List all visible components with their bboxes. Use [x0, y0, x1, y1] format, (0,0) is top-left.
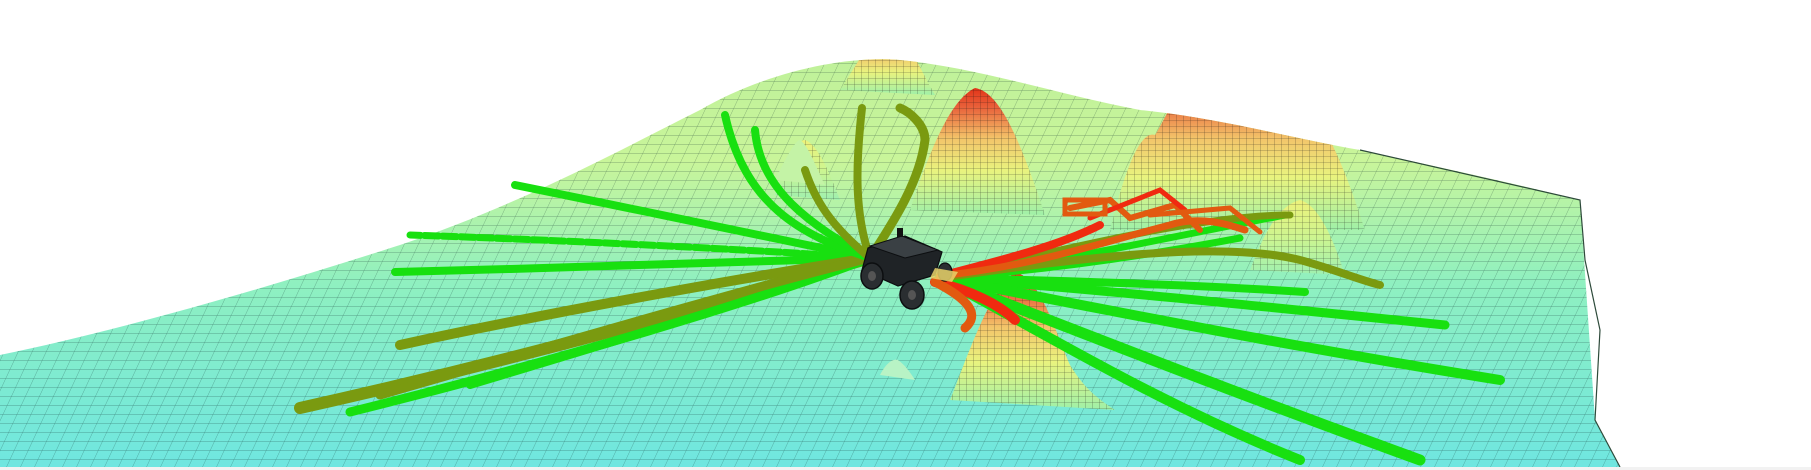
trajectory-path — [935, 273, 1505, 385]
trajectory-fan-right — [930, 187, 1505, 466]
rover-robot-icon — [860, 228, 958, 310]
trajectory-path — [751, 126, 874, 262]
trajectory-path — [511, 181, 874, 262]
trajectory-path — [801, 166, 874, 262]
trajectory-path — [1062, 197, 1108, 217]
bottom-strip — [0, 467, 1811, 470]
trajectory-path — [721, 111, 874, 262]
trajectory-path — [395, 253, 875, 350]
trajectory-path — [853, 104, 874, 262]
trajectory-path — [930, 277, 977, 333]
trajectory-path — [375, 253, 875, 400]
trajectory-path — [936, 217, 1249, 280]
trajectory-path — [391, 254, 874, 276]
trajectory-fan-left — [294, 103, 930, 417]
trajectory-path — [936, 274, 1309, 296]
trajectory-path — [1147, 205, 1263, 235]
trajectory-path — [406, 231, 874, 262]
trajectory-path — [1087, 187, 1188, 221]
trajectory-path — [936, 247, 1384, 289]
trajectory-path — [865, 103, 930, 263]
